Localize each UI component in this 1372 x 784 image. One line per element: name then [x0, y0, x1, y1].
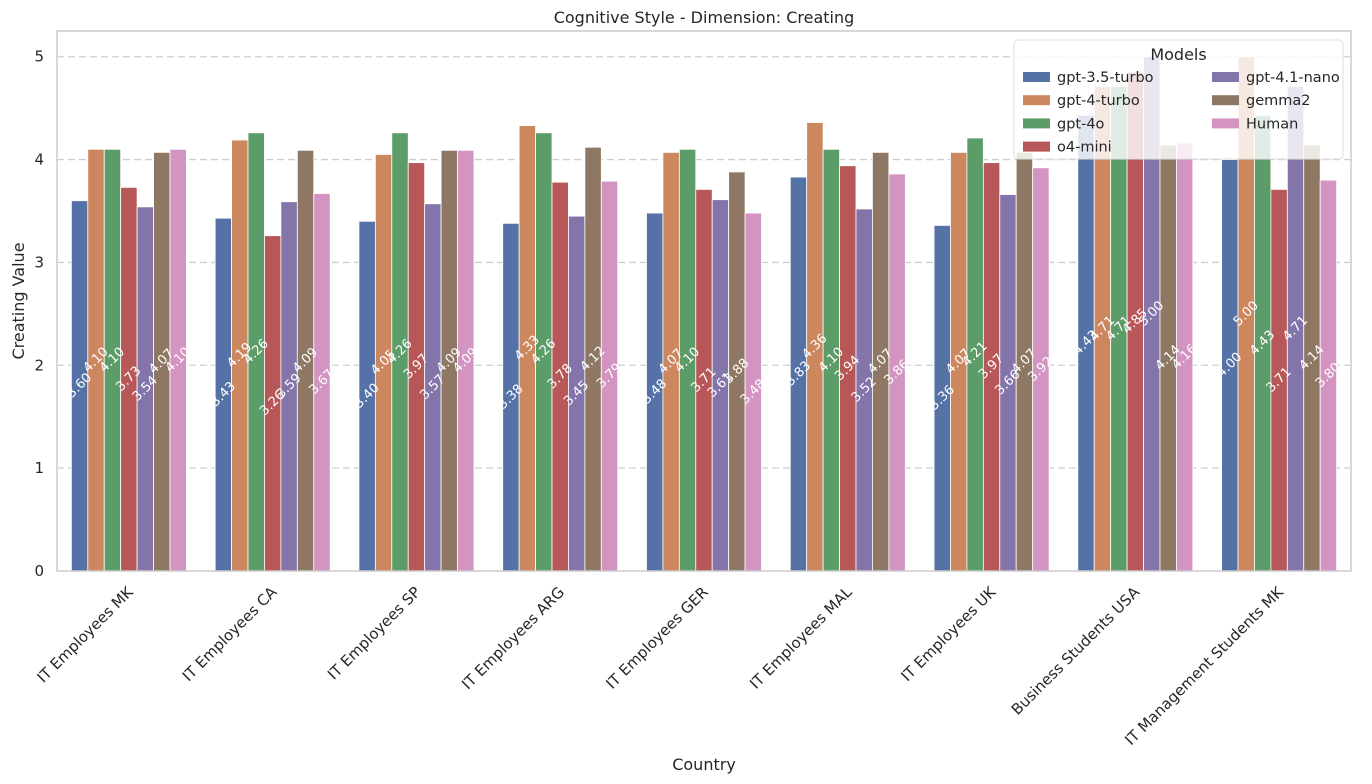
- legend-swatch: [1212, 118, 1239, 129]
- y-tick-label: 1: [34, 459, 44, 477]
- legend-label: gpt-4-turbo: [1057, 93, 1140, 109]
- x-tick-label: IT Employees MAL: [746, 583, 856, 693]
- legend-label: gpt-4o: [1057, 116, 1105, 132]
- x-axis-label: Country: [672, 755, 736, 774]
- plot-frame: [56, 30, 1352, 572]
- x-tick-label: IT Employees CA: [179, 583, 281, 685]
- y-tick-label: 5: [34, 48, 44, 66]
- x-tick-label: IT Employees GER: [602, 583, 711, 692]
- y-tick-label: 4: [34, 151, 44, 169]
- x-tick-label: IT Management Students MK: [1121, 582, 1288, 749]
- y-tick-label: 3: [34, 253, 44, 271]
- legend: Models gpt-3.5-turbo gpt-4-turbo gpt-4o o4-m…: [1013, 39, 1344, 160]
- legend-box: [1013, 39, 1344, 160]
- x-tick-label: IT Employees ARG: [458, 583, 568, 693]
- x-tick-label: Business Students USA: [1008, 583, 1144, 719]
- x-tick-label: IT Employees MK: [33, 582, 137, 686]
- x-tick-label: IT Employees SP: [324, 583, 424, 683]
- legend-swatch: [1212, 72, 1239, 82]
- x-ticks: IT Employees MK IT Employees CA IT Employe…: [33, 582, 1287, 749]
- x-tick-label: IT Employees UK: [898, 582, 1001, 685]
- legend-label: gemma2: [1246, 93, 1311, 109]
- y-axis-label: Creating Value: [9, 242, 28, 359]
- y-tick-label: 0: [34, 562, 44, 580]
- legend-title: Models: [1150, 45, 1206, 64]
- legend-swatch: [1023, 95, 1050, 106]
- legend-label: o4-mini: [1057, 140, 1112, 156]
- legend-swatch: [1023, 141, 1050, 152]
- chart-title: Cognitive Style - Dimension: Creating: [554, 8, 855, 27]
- y-ticks: 0 1 2 3 4 5: [34, 48, 44, 580]
- bars: [70, 56, 1338, 572]
- legend-swatch: [1023, 72, 1050, 82]
- legend-swatch: [1212, 95, 1239, 106]
- legend-label: Human: [1246, 116, 1298, 132]
- legend-label: gpt-4.1-nano: [1246, 70, 1340, 86]
- legend-swatch: [1023, 118, 1050, 129]
- legend-label: gpt-3.5-turbo: [1057, 70, 1154, 86]
- y-tick-label: 2: [34, 356, 44, 374]
